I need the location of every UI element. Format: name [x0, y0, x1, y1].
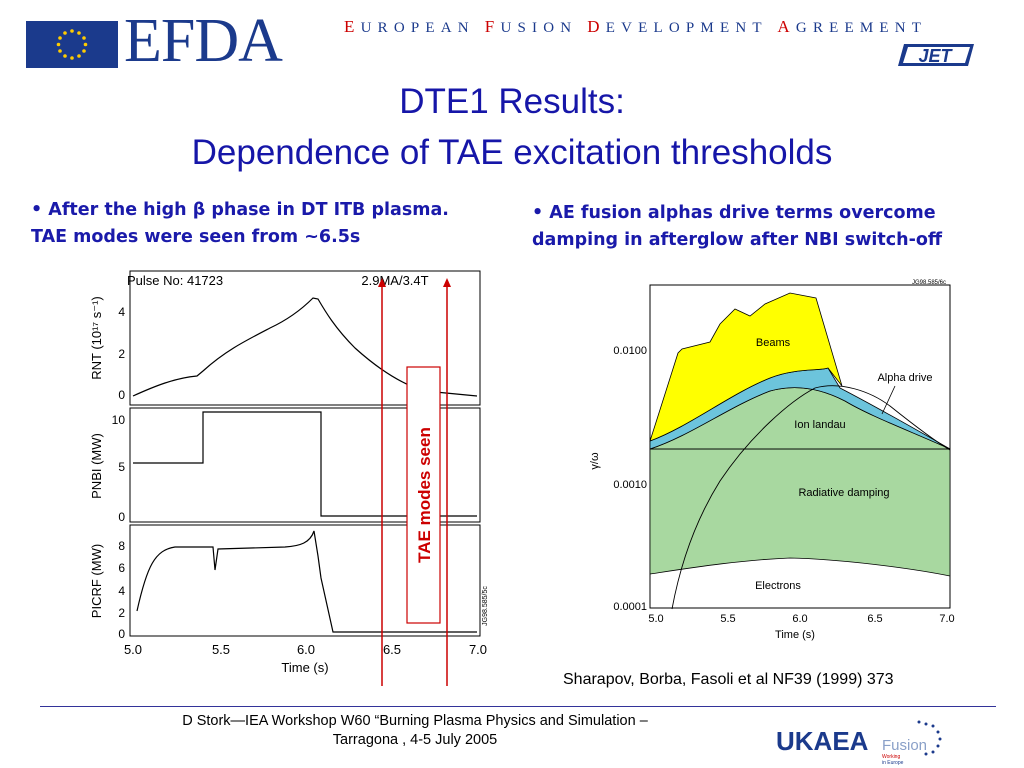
- label-ion-landau: Ion landau: [794, 419, 845, 431]
- citation: Sharapov, Borba, Fasoli et al NF39 (1999…: [563, 671, 894, 688]
- eu-flag-logo: [26, 21, 118, 68]
- ukaea-fusion: Fusion: [882, 737, 927, 754]
- svg-text:JET: JET: [918, 46, 953, 66]
- right-xtick-6.5: 6.5: [867, 613, 882, 625]
- right-xtick-5.5: 5.5: [720, 613, 735, 625]
- icrf-ytick-6: 6: [118, 561, 125, 575]
- right-xtick-7.0: 7.0: [939, 613, 954, 625]
- right-ref-code: JG98.585/6c: [912, 280, 946, 286]
- bullet-right-line2: damping in afterglow after NBI switch-of…: [532, 230, 943, 250]
- right-figure-growth-rates: Beams Alpha drive Ion landau Radiative d…: [589, 280, 955, 641]
- right-ytick-0.0010: 0.0010: [613, 479, 647, 491]
- nbi-ytick-10: 10: [112, 413, 126, 427]
- tae-annotation-box: [406, 366, 441, 624]
- beams-band: [649, 292, 843, 442]
- radiative-damping-band: [649, 448, 951, 577]
- rnt-trace: [132, 297, 478, 397]
- icrf-ytick-8: 8: [118, 539, 125, 553]
- tae-annotation-text: TAE modes seen: [415, 427, 434, 563]
- efda-word-4: AGREEMENT: [777, 17, 928, 36]
- efda-word-2: FUSION: [484, 17, 578, 36]
- ukaea-stars-icon: [917, 720, 942, 756]
- right-ytick-0.0100: 0.0100: [613, 345, 647, 357]
- ukaea-tagline2: in Europe: [882, 760, 904, 766]
- icrf-ytick-2: 2: [118, 606, 125, 620]
- footer-line2: Tarragona , 4-5 July 2005: [332, 732, 498, 748]
- bullet-right-line1: • AE fusion alphas drive terms overcome: [532, 203, 936, 223]
- ukaea-logo: UKAEA Fusion Working in Europe: [776, 720, 942, 766]
- label-electrons: Electrons: [755, 580, 801, 592]
- rnt-ylabel: RNT (10¹⁷ s⁻¹): [89, 296, 104, 380]
- right-ytick-0.0001: 0.0001: [613, 601, 647, 613]
- page-title-line2: Dependence of TAE excitation thresholds: [191, 133, 833, 172]
- efda-logo: EFDA: [124, 7, 283, 75]
- left-ref-code: JG98.585/5c: [482, 586, 489, 626]
- label-alpha-drive: Alpha drive: [877, 372, 932, 384]
- icrf-ylabel: PICRF (MW): [89, 544, 104, 618]
- icrf-ytick-4: 4: [118, 584, 125, 598]
- bullet-left: • After the high β phase in DT ITB plasm…: [31, 197, 511, 251]
- nbi-ytick-0: 0: [118, 510, 125, 524]
- bullet-right: • AE fusion alphas drive terms overcome …: [532, 200, 1022, 254]
- icrf-trace: [136, 530, 477, 633]
- red-arrow-1-icon: [378, 278, 386, 287]
- left-xtick-7.0: 7.0: [469, 642, 487, 657]
- pulse-label: Pulse No: 41723: [127, 273, 223, 288]
- nbi-trace: [133, 411, 477, 517]
- right-xtick-6.0: 6.0: [792, 613, 807, 625]
- electrons-curve: [671, 385, 951, 610]
- page-title-line1: DTE1 Results:: [399, 82, 625, 121]
- left-xtick-6.5: 6.5: [383, 642, 401, 657]
- left-xtick-5.0: 5.0: [124, 642, 142, 657]
- left-xtick-5.5: 5.5: [212, 642, 230, 657]
- efda-full-name: EUROPEAN FUSION DEVELOPMENT AGREEMENT: [344, 17, 927, 37]
- efda-word-3: DEVELOPMENT: [587, 17, 768, 36]
- right-ylabel: γ/ω: [589, 452, 601, 470]
- jet-logo: JET: [898, 44, 974, 66]
- label-radiative-damping: Radiative damping: [798, 487, 889, 499]
- footer-text: D Stork—IEA Workshop W60 “Burning Plasma…: [110, 712, 720, 750]
- panel-rnt-frame: [129, 270, 481, 406]
- label-beams: Beams: [756, 337, 791, 349]
- left-xtick-6.0: 6.0: [297, 642, 315, 657]
- red-arrow-2-icon: [443, 278, 451, 287]
- params-label: 2.9MA/3.4T: [361, 273, 428, 288]
- bullet-left-line1: • After the high β phase in DT ITB plasm…: [31, 200, 449, 220]
- panel-nbi-frame: [129, 407, 481, 523]
- nbi-ytick-5: 5: [118, 460, 125, 474]
- left-figure-time-traces: Pulse No: 41723 2.9MA/3.4T 0 2 4 0 5 10 …: [89, 270, 489, 686]
- icrf-ytick-0: 0: [118, 627, 125, 641]
- left-xlabel: Time (s): [281, 660, 328, 675]
- rnt-ytick-4: 4: [118, 305, 125, 319]
- eu-stars-icon: [56, 29, 88, 60]
- right-xlabel: Time (s): [775, 629, 815, 641]
- alpha-drive-pointer: [881, 385, 896, 415]
- nbi-ylabel: PNBI (MW): [89, 433, 104, 499]
- footer-line1: D Stork—IEA Workshop W60 “Burning Plasma…: [182, 713, 648, 729]
- panel-icrf-frame: [129, 524, 481, 637]
- rnt-ytick-0: 0: [118, 388, 125, 402]
- bullet-left-line2: TAE modes were seen from ~6.5s: [31, 227, 361, 247]
- ukaea-tagline1: Working: [882, 754, 900, 760]
- efda-word-1: EUROPEAN: [344, 17, 475, 36]
- rnt-ytick-2: 2: [118, 347, 125, 361]
- footer-divider: [40, 706, 996, 707]
- right-xtick-5.0: 5.0: [648, 613, 663, 625]
- ukaea-name: UKAEA: [776, 726, 869, 756]
